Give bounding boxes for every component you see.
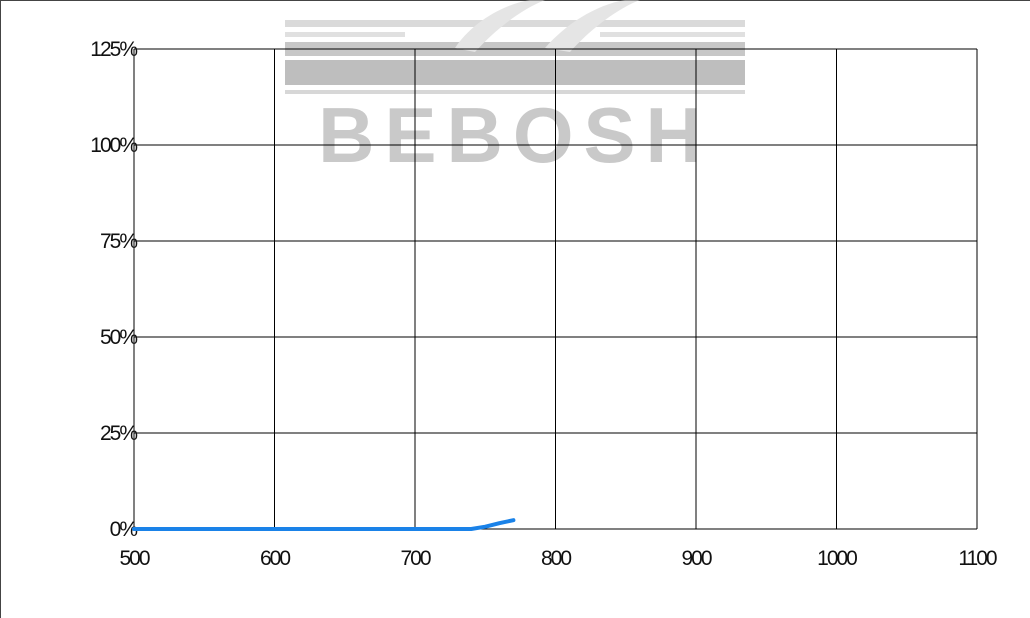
- y-tick-label: 125%: [90, 38, 137, 61]
- series-line-0: [132, 518, 516, 531]
- watermark-logo: BEBOSH: [285, 0, 745, 179]
- x-tick-label: 1100: [958, 547, 996, 570]
- y-tick-label: 0%: [110, 518, 138, 541]
- x-axis-ticks: 500 600 700 800 900 1000 1100: [119, 547, 998, 570]
- y-tick-label: 75%: [100, 230, 137, 253]
- x-tick-label: 600: [260, 547, 290, 570]
- x-tick-label: 700: [400, 547, 430, 570]
- x-tick-label: 800: [541, 547, 571, 570]
- y-tick-label: 50%: [100, 326, 137, 349]
- y-tick-label: 25%: [100, 422, 137, 445]
- x-tick-label: 1000: [817, 547, 857, 570]
- x-tick-label: 500: [119, 547, 149, 570]
- series-lines: [132, 518, 516, 531]
- grid-lines: [133, 48, 978, 530]
- y-tick-label: 100%: [90, 134, 137, 157]
- watermark-text: BEBOSH: [318, 91, 712, 179]
- x-tick-label: 900: [681, 547, 711, 570]
- y-axis-ticks: 0% 25% 50% 75% 100% 125%: [90, 38, 139, 541]
